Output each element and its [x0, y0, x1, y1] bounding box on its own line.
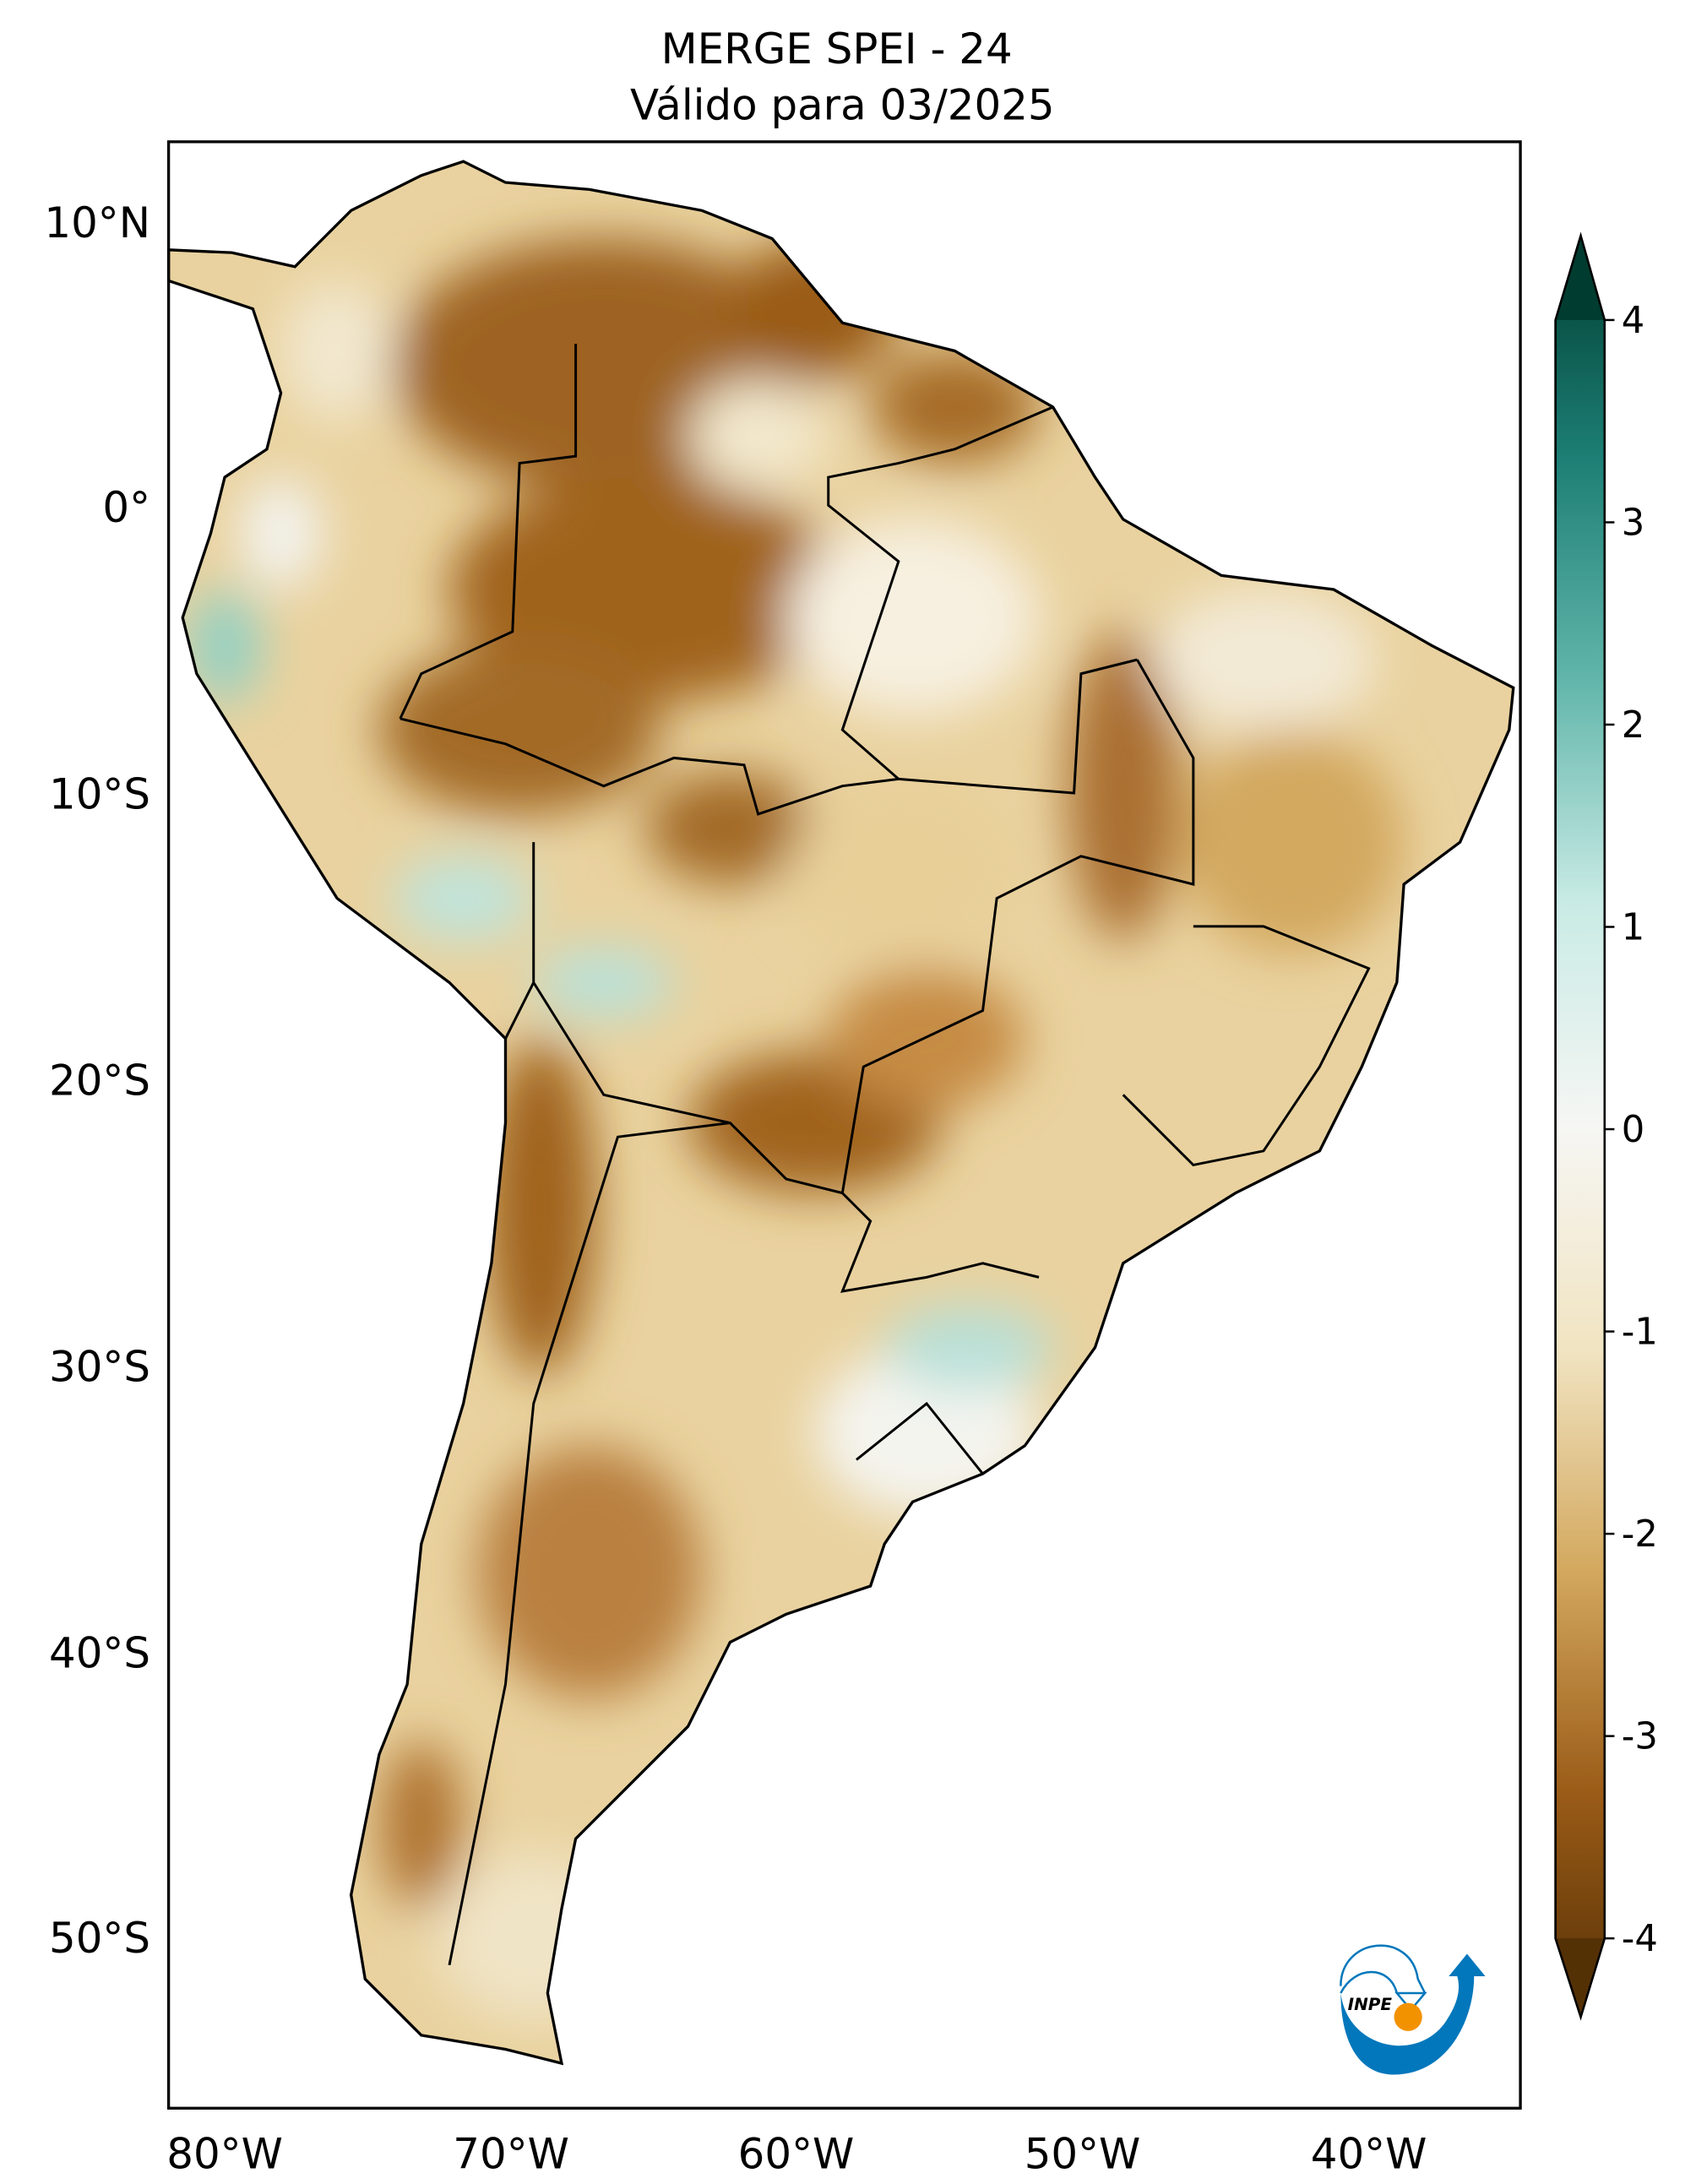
- colorbar-tick-label: 3: [1622, 502, 1645, 544]
- map-title: MERGE SPEI - 24: [661, 24, 1013, 73]
- lat-label: 20°S: [49, 1056, 150, 1105]
- map-frame: [166, 140, 1522, 2110]
- colorbar: 4 3 2 1 0 -1 -2 -3 -4: [1554, 231, 1658, 2021]
- lon-label: 70°W: [453, 2130, 569, 2179]
- colorbar-tick-label: -2: [1622, 1513, 1658, 1556]
- lon-label: 80°W: [166, 2130, 283, 2179]
- inpe-logo: INPE: [1340, 1944, 1486, 2075]
- colorbar-tick-label: 1: [1622, 906, 1645, 948]
- colorbar-tick-label: -1: [1622, 1312, 1658, 1354]
- lon-label: 40°W: [1311, 2130, 1427, 2179]
- map-subtitle: Válido para 03/2025: [630, 80, 1055, 129]
- lat-label: 10°S: [49, 769, 150, 818]
- lon-label: 50°W: [1025, 2130, 1141, 2179]
- inpe-logo-text: INPE: [1348, 1994, 1393, 2014]
- colorbar-tick-label: -3: [1622, 1716, 1658, 1758]
- lat-label: 10°N: [44, 198, 150, 247]
- colorbar-tick-label: 0: [1622, 1109, 1645, 1151]
- lat-label: 0°: [102, 483, 150, 532]
- lat-label: 30°S: [49, 1342, 150, 1391]
- lon-label: 60°W: [738, 2130, 855, 2179]
- lat-label: 50°S: [49, 1914, 150, 1963]
- country-borders: [399, 344, 1371, 1966]
- longitude-axis: 80°W 70°W 60°W 50°W 40°W: [166, 2130, 1427, 2179]
- colorbar-tick-label: 4: [1622, 300, 1645, 342]
- lat-label: 40°S: [49, 1628, 150, 1677]
- colorbar-tick-label: -4: [1622, 1918, 1658, 1960]
- colorbar-tick-label: 2: [1622, 704, 1645, 747]
- latitude-axis: 10°N 0° 10°S 20°S 30°S 40°S 50°S: [44, 198, 150, 1963]
